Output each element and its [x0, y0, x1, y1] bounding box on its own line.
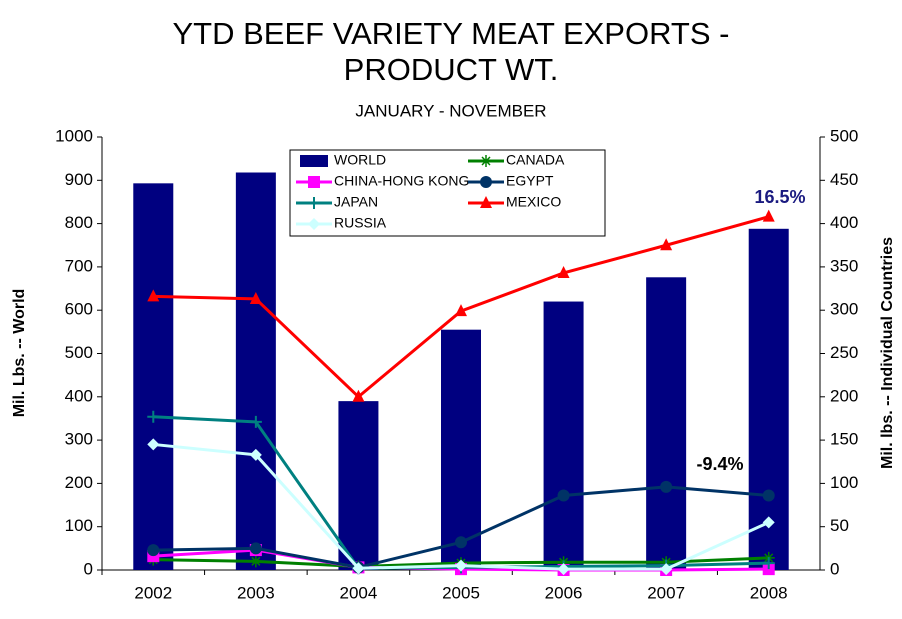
y2-tick-label: 500	[830, 126, 858, 145]
y2-tick-label: 400	[830, 213, 858, 232]
marker	[660, 563, 673, 576]
x-tick-label: 2006	[545, 583, 583, 602]
legend-label: CANADA	[506, 152, 565, 168]
y-tick-label: 500	[65, 343, 93, 362]
marker	[249, 542, 262, 555]
marker	[352, 389, 365, 402]
y-tick-label: 200	[65, 473, 93, 492]
marker	[455, 304, 467, 317]
annotation: -9.4%	[696, 454, 743, 474]
y2-tick-label: 450	[830, 170, 858, 189]
marker	[147, 410, 160, 423]
marker	[249, 555, 262, 568]
marker	[480, 196, 492, 208]
marker	[480, 176, 492, 188]
marker	[762, 557, 775, 570]
y-axis-label: Mil. Lbs. -- World	[11, 289, 28, 418]
y2-tick-label: 0	[830, 559, 839, 578]
annotation: 16.5%	[754, 187, 805, 207]
legend: WORLD CANADA CHINA-HONG KONG EGYPT JAPAN MEXI…	[289, 149, 606, 237]
marker	[308, 218, 320, 230]
y2-tick-label: 100	[830, 473, 858, 492]
x-tick-label: 2007	[647, 583, 685, 602]
y-tick-label: 400	[65, 386, 93, 405]
bar	[543, 301, 584, 570]
marker	[147, 289, 160, 302]
legend-label: WORLD	[334, 152, 386, 168]
y2-tick-label: 200	[830, 386, 858, 405]
marker	[147, 544, 160, 557]
marker	[249, 415, 262, 428]
legend-label: MEXICO	[506, 194, 561, 210]
x-tick-label: 2004	[340, 583, 378, 602]
x-tick-label: 2002	[134, 583, 172, 602]
marker	[762, 209, 775, 222]
bar	[338, 401, 379, 570]
y2-axis-label: Mil. lbs. -- Individual Countries	[879, 237, 896, 469]
y-tick-label: 1000	[55, 126, 93, 145]
marker	[762, 516, 775, 529]
legend-label: CHINA-HONG KONG	[334, 173, 469, 189]
legend-box	[289, 149, 606, 237]
y-tick-label: 900	[65, 170, 93, 189]
marker	[480, 155, 492, 167]
x-tick-label: 2003	[237, 583, 275, 602]
y2-tick-label: 50	[830, 516, 849, 535]
bar	[235, 172, 276, 571]
x-tick-label: 2008	[750, 583, 788, 602]
y-tick-label: 100	[65, 516, 93, 535]
bar	[748, 228, 789, 570]
y2-tick-label: 150	[830, 430, 858, 449]
marker	[660, 480, 673, 493]
chart-title: PRODUCT WT.	[344, 52, 559, 87]
marker	[308, 197, 320, 209]
y2-tick-label: 350	[830, 256, 858, 275]
y-tick-label: 800	[65, 213, 93, 232]
y-tick-label: 300	[65, 430, 93, 449]
marker	[762, 563, 775, 576]
legend-label: JAPAN	[334, 194, 378, 210]
y-tick-label: 700	[65, 256, 93, 275]
y2-tick-label: 300	[830, 300, 858, 319]
marker	[455, 559, 467, 572]
marker	[249, 291, 262, 304]
y2-tick-label: 250	[830, 343, 858, 362]
marker	[660, 238, 673, 251]
marker	[557, 563, 570, 576]
bar	[133, 183, 174, 570]
bar	[441, 329, 481, 570]
marker	[352, 562, 365, 575]
chart-title: YTD BEEF VARIETY MEAT EXPORTS -	[173, 16, 730, 51]
y-tick-label: 600	[65, 300, 93, 319]
marker	[308, 176, 320, 188]
marker	[455, 536, 467, 549]
chart-subtitle: JANUARY - NOVEMBER	[355, 101, 546, 120]
marker	[249, 448, 262, 461]
bar	[646, 277, 687, 570]
marker	[147, 438, 160, 451]
marker	[557, 265, 570, 278]
legend-label: RUSSIA	[334, 215, 387, 231]
marker	[557, 489, 570, 502]
x-tick-label: 2005	[442, 583, 480, 602]
marker	[762, 489, 775, 502]
legend-swatch	[300, 155, 328, 167]
legend-label: EGYPT	[506, 173, 554, 189]
y-tick-label: 0	[84, 559, 93, 578]
